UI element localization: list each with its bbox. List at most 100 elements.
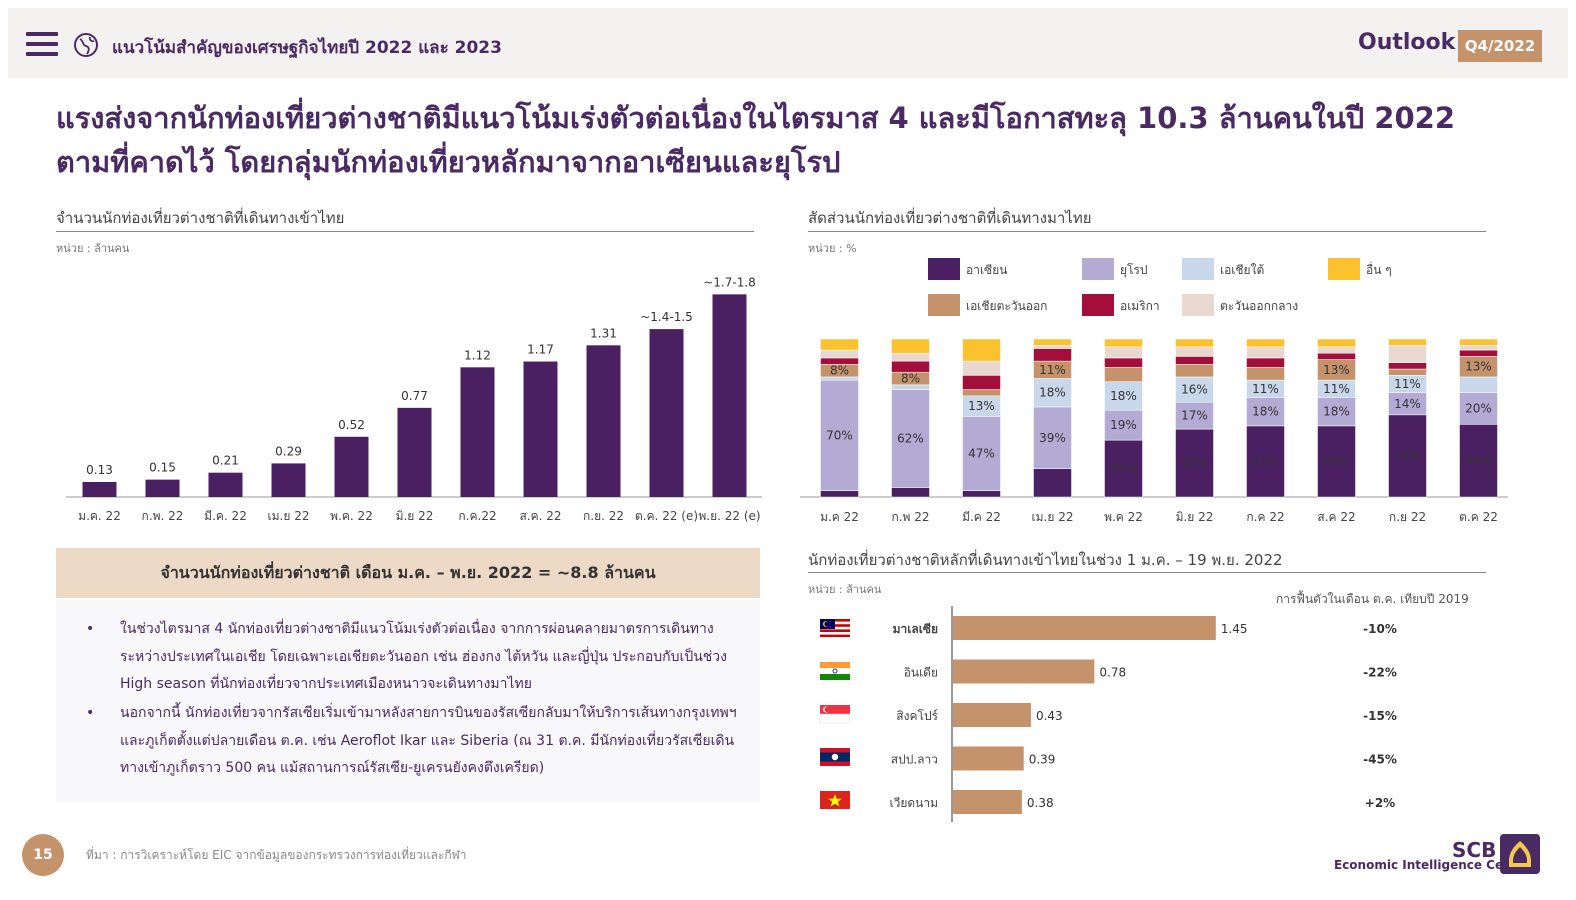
stacked-segment <box>1388 338 1427 346</box>
stacked-segment <box>962 360 1001 376</box>
stacked-segment <box>1033 348 1072 362</box>
top-bar <box>8 8 1568 78</box>
data-label: 0.77 <box>401 389 428 403</box>
segment-label: 11% <box>1323 382 1350 396</box>
data-label: 1.17 <box>527 343 554 357</box>
segment-label: 8% <box>830 364 849 378</box>
scb-logo-subtitle: Economic Intelligence Center <box>1334 858 1532 872</box>
stacked-segment <box>1104 409 1143 441</box>
stacked-segment <box>1459 376 1498 393</box>
stacked-segment <box>1246 425 1285 498</box>
data-label: 0.13 <box>86 463 113 477</box>
stacked-segment <box>962 490 1001 498</box>
page-number: 15 <box>22 834 64 876</box>
bar <box>208 472 243 497</box>
segment-label: 18% <box>1110 389 1137 403</box>
scb-emblem-icon <box>1500 834 1540 874</box>
stacked-segment <box>962 338 1001 362</box>
x-tick-label: ส.ค. 22 <box>519 509 561 523</box>
stacked-segment <box>1033 345 1072 349</box>
segment-label: 11% <box>1039 363 1066 377</box>
stacked-segment <box>1459 345 1498 351</box>
segment-label: 11% <box>1252 382 1279 396</box>
segment-label: 43% <box>1181 456 1208 470</box>
stacked-segment <box>1033 338 1072 346</box>
data-label: 0.52 <box>338 418 365 432</box>
x-tick-label: ก.ย. 22 <box>583 509 624 523</box>
segment-label: 13% <box>1465 360 1492 374</box>
top-markets-divider <box>808 572 1486 573</box>
data-label: ~1.4-1.5 <box>640 310 693 324</box>
x-tick-label: ก.ย 22 <box>1389 510 1426 524</box>
left-chart-divider <box>56 231 754 232</box>
recovery-value: -10% <box>1363 622 1397 636</box>
stacked-segment <box>1459 338 1498 346</box>
stacked-segment <box>1246 346 1285 359</box>
data-label: 0.38 <box>1027 796 1054 810</box>
left-chart-title: จำนวนนักท่องเที่ยวต่างชาติที่เดินทางเข้า… <box>56 209 345 227</box>
summary-text: จำนวนนักท่องเที่ยวต่างชาติ เดือน ม.ค. – … <box>160 563 656 582</box>
summary-box: จำนวนนักท่องเที่ยวต่างชาติ เดือน ม.ค. – … <box>56 548 760 598</box>
segment-label: 16% <box>1181 383 1208 397</box>
x-tick-label: ม.ค. 22 <box>78 509 121 523</box>
country-label: มาเลเซีย <box>893 622 938 636</box>
segment-label: 36% <box>1110 462 1137 476</box>
stacked-segment <box>1459 424 1498 498</box>
stacked-segment <box>1104 439 1143 498</box>
stacked-segment <box>962 389 1001 397</box>
x-tick-label: พ.ย. 22 (e) <box>698 509 760 523</box>
x-tick-label: พ.ค. 22 <box>330 509 373 523</box>
stacked-segment <box>1388 414 1427 498</box>
segment-label: 46% <box>1465 454 1492 468</box>
stacked-segment <box>1388 345 1427 363</box>
segment-label: 13% <box>1323 363 1350 377</box>
segment-label: 18% <box>1039 386 1066 400</box>
monthly-arrivals-chart: 0.13 ม.ค. 22 0.15 ก.พ. 22 0.21 มี.ค. 22 0.29 เม… <box>66 275 762 523</box>
x-tick-label: มิ.ย 22 <box>1176 510 1214 524</box>
data-label: 1.12 <box>464 348 491 362</box>
bar <box>712 294 747 497</box>
stacked-segment <box>962 416 1001 491</box>
stacked-segment <box>1459 349 1498 357</box>
flag-singapore-icon <box>819 705 851 724</box>
stacked-segment <box>891 338 930 354</box>
stacked-segment <box>1175 338 1214 348</box>
data-label: 0.43 <box>1036 709 1063 723</box>
bar <box>953 616 1216 640</box>
recovery-value: +2% <box>1365 796 1395 810</box>
segment-label: 11% <box>1394 377 1421 391</box>
stacked-segment <box>1104 346 1143 359</box>
country-label: อินเดีย <box>904 666 938 680</box>
stacked-segment <box>1104 381 1143 411</box>
stacked-segment <box>1246 357 1285 368</box>
x-tick-label: เม.ย 22 <box>268 509 310 523</box>
stacked-segment <box>1317 338 1356 348</box>
stacked-segment <box>1175 401 1214 430</box>
menu-icon[interactable] <box>26 32 58 58</box>
stacked-segment <box>1246 338 1285 348</box>
top-markets-chart: มาเลเซีย 1.45 -10% อินเดีย 0.78 -22% สิงคโปร์ 0… <box>819 606 1397 822</box>
bar <box>334 436 369 497</box>
left-chart-unit: หน่วย : ล้านคน <box>56 242 130 255</box>
bar <box>953 790 1022 814</box>
main-title: แรงส่งจากนักท่องเที่ยวต่างชาติมีแนวโน้มเ… <box>56 101 1455 179</box>
stacked-segment <box>1033 468 1072 498</box>
flag-malaysia-icon <box>820 619 850 637</box>
data-label: 0.78 <box>1099 666 1126 680</box>
stacked-segment <box>962 375 1001 390</box>
x-tick-label: ก.พ 22 <box>891 510 929 524</box>
globe-icon <box>74 33 98 57</box>
x-tick-label: ต.ค 22 <box>1459 510 1498 524</box>
source-note: ที่มา : การวิเคราะห์โดย EIC จากข้อมูลของ… <box>86 848 467 862</box>
recovery-value: -22% <box>1363 666 1397 680</box>
stacked-segment <box>1104 367 1143 382</box>
stacked-segment <box>1104 338 1143 348</box>
outlook-label: Outlook <box>1358 30 1456 55</box>
stacked-segment <box>820 338 859 351</box>
bar <box>145 479 180 497</box>
segment-label: 45% <box>1252 454 1279 468</box>
bar <box>953 746 1024 771</box>
x-tick-label: ก.ค.22 <box>458 509 496 523</box>
stacked-segment <box>1104 357 1143 368</box>
stacked-segment <box>1388 368 1427 376</box>
